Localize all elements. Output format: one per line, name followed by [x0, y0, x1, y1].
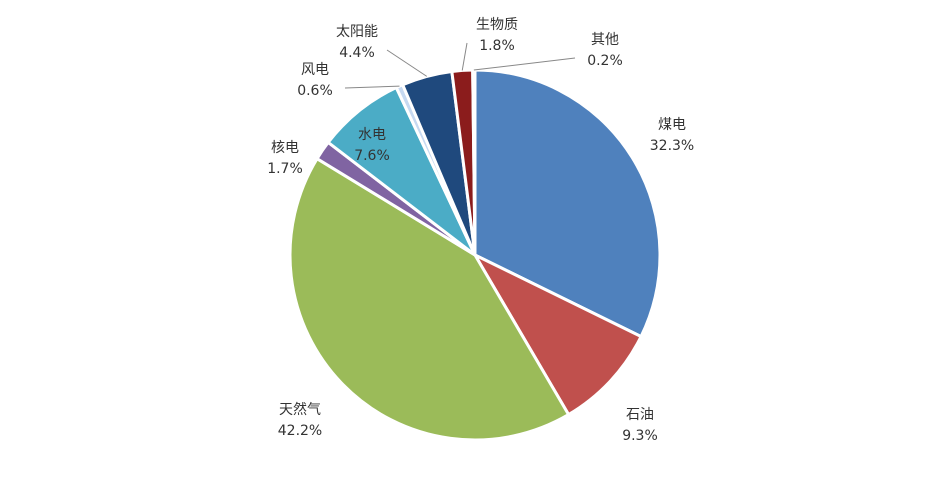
- slice-value-label: 1.8%: [479, 38, 515, 54]
- slice-value-label: 0.2%: [587, 53, 623, 69]
- slice-category-label: 天然气: [279, 401, 321, 418]
- slice-category-label: 其他: [591, 32, 619, 48]
- slice-category-label: 太阳能: [336, 24, 378, 40]
- slice-category-label: 煤电: [658, 117, 686, 133]
- leader-line: [344, 85, 400, 89]
- pie-slice: [471, 251, 644, 417]
- slice-category-label: 核电: [271, 140, 299, 156]
- leader-line: [473, 57, 576, 71]
- slice-value-label: 7.6%: [354, 148, 390, 164]
- slice-category-label: 风电: [301, 62, 329, 78]
- leader-line: [386, 49, 428, 77]
- slice-category-label: 水电: [358, 127, 386, 143]
- slice-category-label: 石油: [626, 407, 654, 423]
- slice-value-label: 1.7%: [267, 161, 303, 177]
- slice-category-label: 生物质: [476, 17, 518, 33]
- slice-value-label: 0.6%: [297, 83, 333, 99]
- pie-slice: [288, 156, 571, 442]
- slice-value-label: 9.3%: [622, 428, 658, 444]
- leader-line: [461, 42, 468, 71]
- slice-value-label: 42.2%: [278, 423, 322, 439]
- pie-slice: [473, 68, 662, 339]
- slice-value-label: 32.3%: [650, 138, 694, 154]
- slice-value-label: 4.4%: [339, 45, 375, 61]
